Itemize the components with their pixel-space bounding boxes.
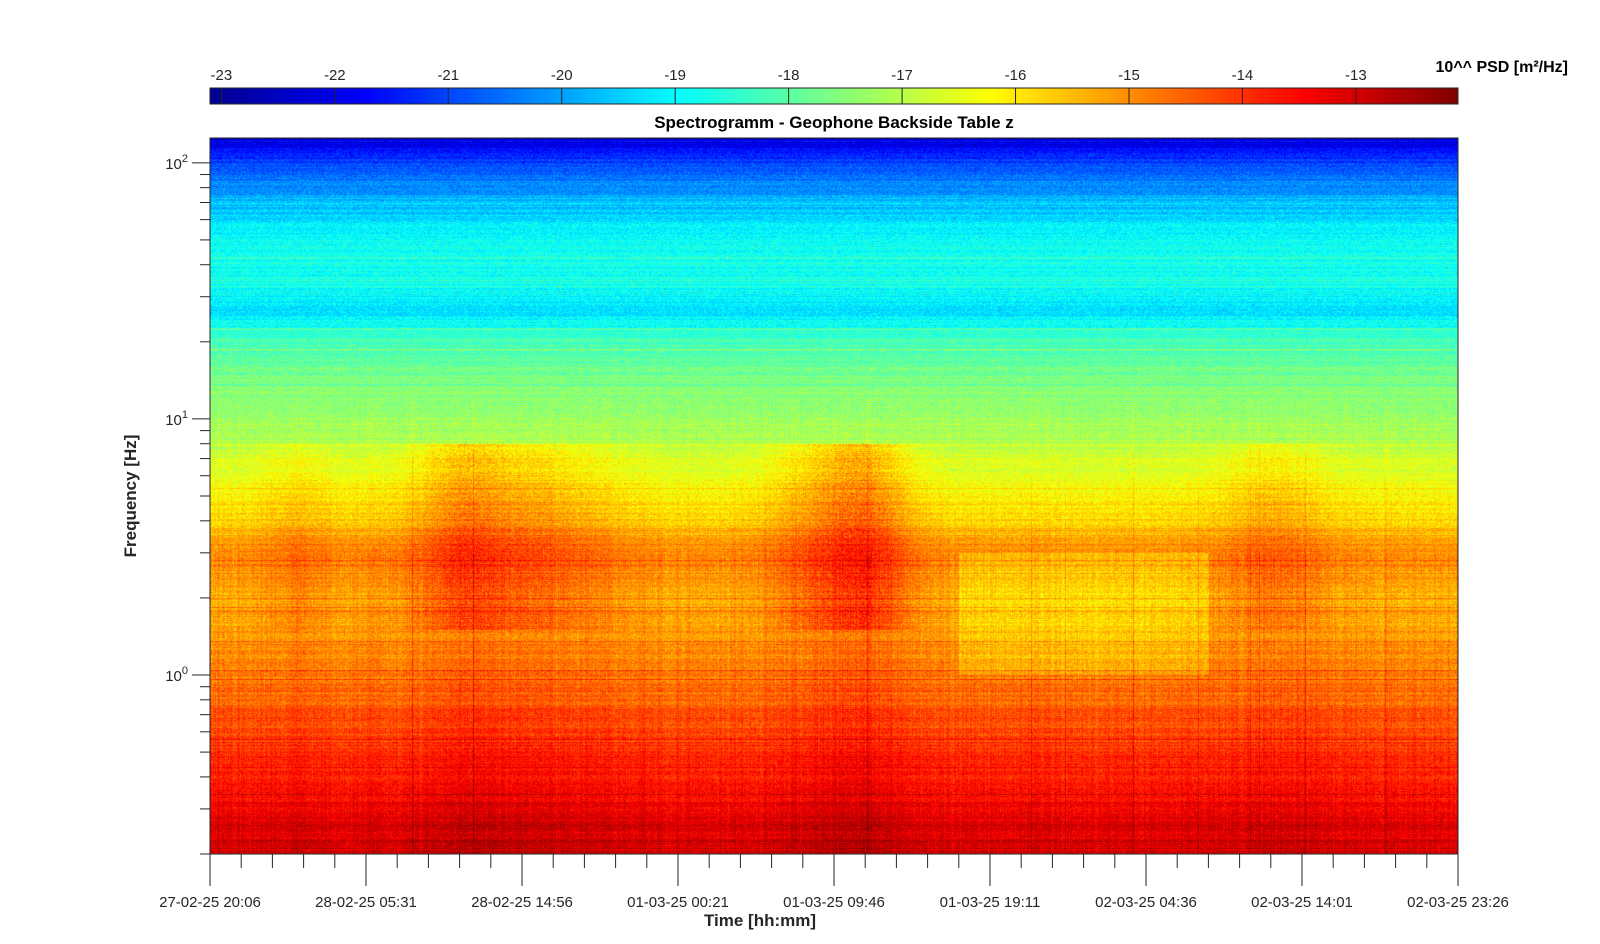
y-tick-exponent: 0 <box>182 665 188 677</box>
colorbar-tick-label: -14 <box>1232 67 1254 84</box>
x-axis-label: Time [hh:mm] <box>704 911 816 930</box>
colorbar-tick-label: -23 <box>211 67 233 84</box>
y-tick-base: 10 <box>165 412 182 429</box>
chart-title: Spectrogramm - Geophone Backside Table z <box>654 113 1014 132</box>
colorbar-label: 10^^ PSD [m²/Hz] <box>1436 59 1568 76</box>
x-axis: 27-02-25 20:06 28-02-25 05:31 28-02-25 14:… <box>159 854 1509 911</box>
x-tick-label: 27-02-25 20:06 <box>159 894 261 911</box>
colorbar-gradient <box>209 87 1459 105</box>
colorbar-tick-label: -17 <box>891 67 913 84</box>
x-tick-label: 01-03-25 00:21 <box>627 894 729 911</box>
y-tick-base: 10 <box>165 668 182 685</box>
spectrogram-heatmap <box>210 138 1458 854</box>
colorbar-tick-label: -22 <box>324 67 346 84</box>
x-tick-label: 01-03-25 09:46 <box>783 894 885 911</box>
colorbar-tick-label: -21 <box>437 67 459 84</box>
y-tick-label: 100 <box>165 665 188 685</box>
colorbar-tick-label: -20 <box>551 67 573 84</box>
x-tick-label: 02-03-25 14:01 <box>1251 894 1353 911</box>
y-tick-label: 101 <box>165 409 188 429</box>
x-tick-label: 02-03-25 04:36 <box>1095 894 1197 911</box>
colorbar-tick-label: -15 <box>1118 67 1140 84</box>
spectrogram-heatmap-container <box>210 138 1458 854</box>
y-axis-label: Frequency [Hz] <box>121 435 140 558</box>
colorbar-tick-label: -13 <box>1345 67 1367 84</box>
x-tick-label: 02-03-25 23:26 <box>1407 894 1509 911</box>
colorbar-tick-label: -19 <box>664 67 686 84</box>
y-tick-exponent: 1 <box>182 409 188 421</box>
x-tick-label: 28-02-25 05:31 <box>315 894 417 911</box>
colorbar-tick-label: -16 <box>1005 67 1027 84</box>
colorbar-ticks: -23 -22 -21 -20 -19 -18 -17 -16 -15 -14 -13 <box>211 67 1367 104</box>
colorbar: -23 -22 -21 -20 -19 -18 -17 -16 -15 -14 -13 10^^ P… <box>209 59 1568 105</box>
plot-area <box>209 137 1459 855</box>
x-tick-label: 28-02-25 14:56 <box>471 894 573 911</box>
y-tick-base: 10 <box>165 156 182 173</box>
x-tick-label: 01-03-25 19:11 <box>940 894 1041 911</box>
y-tick-exponent: 2 <box>182 153 188 165</box>
y-tick-label: 102 <box>165 153 188 173</box>
colorbar-tick-label: -18 <box>778 67 800 84</box>
